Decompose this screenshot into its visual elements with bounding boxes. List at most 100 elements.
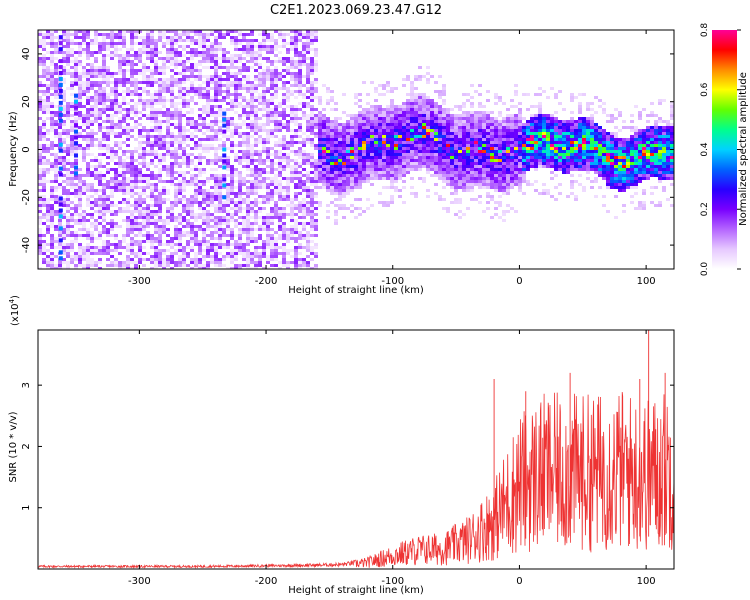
spectrogram-cell xyxy=(138,48,142,51)
spectrogram-cell xyxy=(294,168,298,171)
spectrogram-cell xyxy=(54,30,58,33)
spectrogram-cell xyxy=(422,141,426,144)
spectrogram-cell xyxy=(350,210,354,213)
spectrogram-cell xyxy=(94,159,98,162)
spectrogram-cell xyxy=(42,183,46,186)
spectrogram-cell xyxy=(210,75,214,78)
spectrogram-cell xyxy=(42,33,46,36)
spectrogram-cell xyxy=(94,99,98,102)
spectrogram-cell xyxy=(134,234,138,237)
spectrogram-cell xyxy=(194,102,198,105)
spectrogram-cell xyxy=(406,138,410,141)
spectrogram-cell xyxy=(346,129,350,132)
spectrogram-cell xyxy=(110,183,114,186)
spectrogram-cell xyxy=(138,144,142,147)
spectrogram-cell xyxy=(258,168,262,171)
spectrogram-cell xyxy=(342,111,346,114)
spectrogram-cell xyxy=(294,63,298,66)
spectrogram-cell xyxy=(122,84,126,87)
spectrogram-cell xyxy=(78,84,82,87)
spectrogram-cell xyxy=(294,39,298,42)
spectrogram-cell xyxy=(442,180,446,183)
spectrogram-cell xyxy=(66,135,70,138)
spectrogram-cell xyxy=(266,102,270,105)
spectrogram-cell xyxy=(414,114,418,117)
spectrogram-cell xyxy=(294,240,298,243)
spectrogram-cell xyxy=(302,201,306,204)
spectrogram-cell xyxy=(158,129,162,132)
spectrogram-cell xyxy=(402,78,406,81)
spectrogram-cell xyxy=(82,210,86,213)
spectrogram-cell xyxy=(78,90,82,93)
spectrogram-cell xyxy=(294,153,298,156)
spectrogram-cell xyxy=(174,264,178,267)
spectrogram-cell xyxy=(422,162,426,165)
spectrogram-cell xyxy=(158,159,162,162)
spectrogram-cell xyxy=(202,180,206,183)
spectrogram-cell xyxy=(262,30,266,33)
spectrogram-cell xyxy=(410,99,414,102)
spectrogram-cell xyxy=(182,138,186,141)
spectrogram-cell xyxy=(298,171,302,174)
spectrogram-cell xyxy=(178,264,182,267)
spectrogram-cell xyxy=(306,69,310,72)
spectrogram-cell xyxy=(242,264,246,267)
spectrogram-cell xyxy=(66,210,70,213)
spectrogram-cell xyxy=(274,81,278,84)
spectrogram-cell xyxy=(74,264,78,267)
spectrogram-cell xyxy=(162,135,166,138)
spectrogram-cell xyxy=(370,135,374,138)
spectrogram-cell xyxy=(86,201,90,204)
spectrogram-cell xyxy=(122,186,126,189)
spectrogram-cell xyxy=(374,168,378,171)
spectrogram-cell xyxy=(230,258,234,261)
spectrogram-cell xyxy=(106,168,110,171)
spectrogram-cell xyxy=(82,72,86,75)
spectrogram-cell xyxy=(418,105,422,108)
spectrogram-cell xyxy=(294,114,298,117)
spectrogram-cell xyxy=(386,135,390,138)
spectrogram-cell xyxy=(338,117,342,120)
spectrogram-cell xyxy=(214,39,218,42)
spectrogram-cell xyxy=(426,156,430,159)
spectrogram-cell xyxy=(146,132,150,135)
spectrogram-cell xyxy=(350,114,354,117)
spectrogram-cell xyxy=(366,102,370,105)
spectrogram-cell xyxy=(238,171,242,174)
spectrogram-cell xyxy=(282,153,286,156)
spectrogram-cell xyxy=(146,54,150,57)
spectrogram-cell xyxy=(238,96,242,99)
spectrogram-cell xyxy=(310,120,314,123)
spectrogram-cell xyxy=(186,123,190,126)
spectrogram-cell xyxy=(386,129,390,132)
spectrogram-cell xyxy=(102,120,106,123)
spectrogram-cell xyxy=(154,165,158,168)
spectrogram-cell xyxy=(326,174,330,177)
spectrogram-cell xyxy=(362,120,366,123)
spectrogram-cell xyxy=(54,177,58,180)
spectrogram-cell xyxy=(450,108,454,111)
spectrogram-cell xyxy=(270,69,274,72)
spectrogram-cell xyxy=(206,81,210,84)
spectrogram-cell xyxy=(318,141,322,144)
spectrogram-cell xyxy=(106,93,110,96)
spectrogram-cell xyxy=(410,123,414,126)
spectrogram-cell xyxy=(442,132,446,135)
spectrogram-cell xyxy=(270,81,274,84)
spectrogram-cell xyxy=(122,189,126,192)
spectrogram-cell xyxy=(42,111,46,114)
spectrogram-cell xyxy=(50,117,54,120)
spectrogram-cell xyxy=(250,99,254,102)
spectrogram-cell xyxy=(138,168,142,171)
spectrogram-cell xyxy=(382,93,386,96)
spectrogram-cell xyxy=(82,156,86,159)
spectrogram-cell xyxy=(126,48,130,51)
spectrogram-cell xyxy=(354,153,358,156)
spectrogram-cell xyxy=(102,105,106,108)
spectrogram-cell xyxy=(270,207,274,210)
spectrogram-cell xyxy=(254,108,258,111)
spectrogram-cell xyxy=(94,138,98,141)
spectrogram-cell xyxy=(214,147,218,150)
spectrogram-cell xyxy=(66,129,70,132)
spectrogram-cell xyxy=(238,54,242,57)
